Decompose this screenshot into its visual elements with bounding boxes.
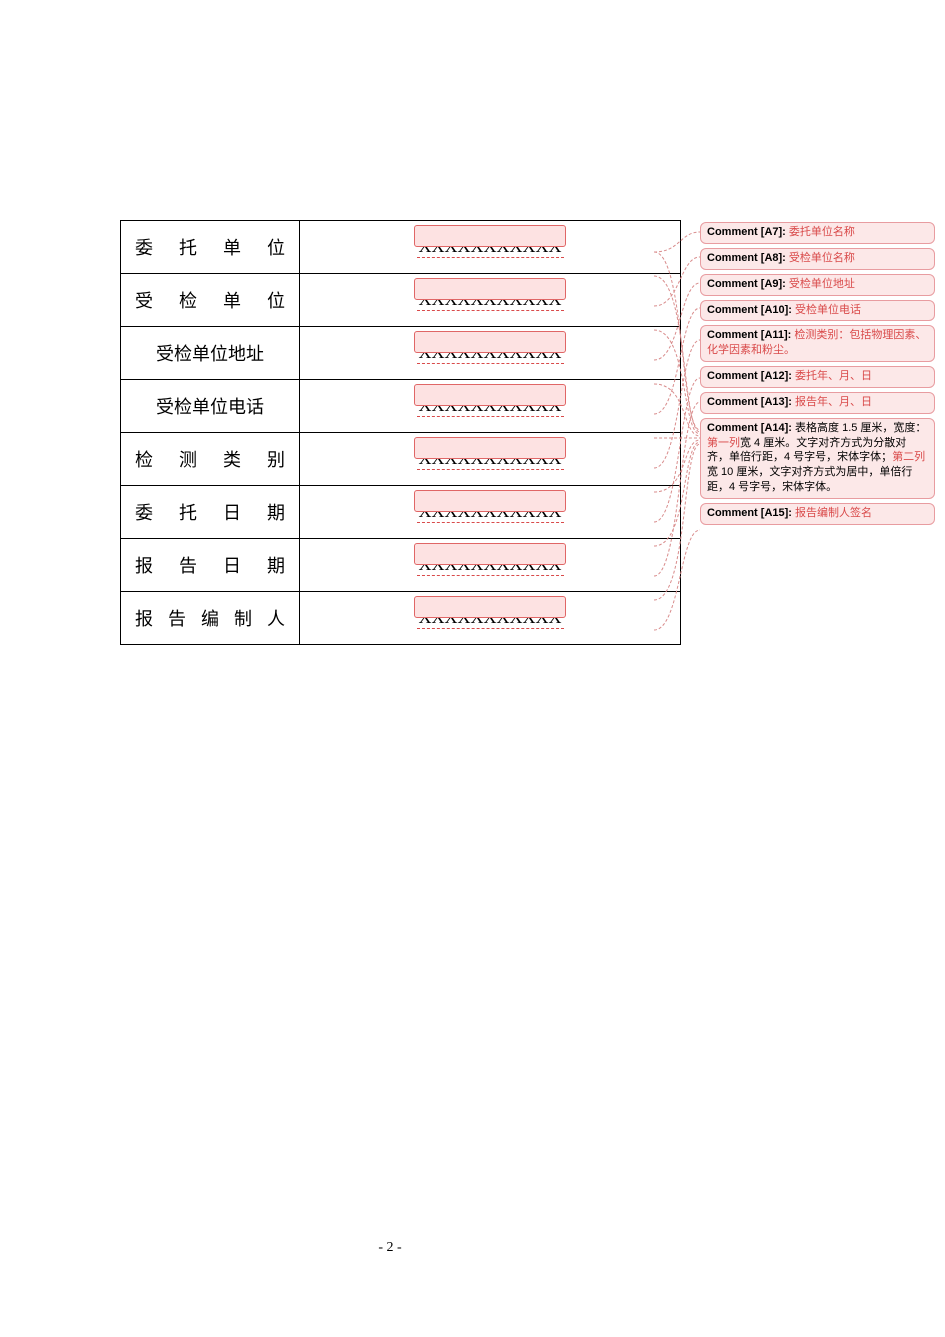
comment-text-red: 第二列: [892, 451, 925, 463]
value-text: XXXXXXXXXXX: [417, 343, 564, 364]
comment-text: 受检单位名称: [789, 252, 855, 264]
value-cell: XXXXXXXXXXX: [300, 486, 681, 539]
label-cell: 委 托 单 位: [121, 221, 300, 274]
comment-balloon[interactable]: Comment [A9]: 受检单位地址: [700, 274, 935, 296]
comment-balloon[interactable]: Comment [A10]: 受检单位电话: [700, 300, 935, 322]
value-text: XXXXXXXXXXX: [417, 555, 564, 576]
table-row: 委 托 日 期 XXXXXXXXXXX: [121, 486, 681, 539]
comment-balloon[interactable]: Comment [A14]: 表格高度 1.5 厘米，宽度：第一列宽 4 厘米。…: [700, 418, 935, 499]
label-cell: 受 检 单 位: [121, 274, 300, 327]
comment-balloon[interactable]: Comment [A15]: 报告编制人签名: [700, 503, 935, 525]
comment-text: 受检单位地址: [789, 278, 855, 290]
label-cell: 报 告 日 期: [121, 539, 300, 592]
label-text: 委 托 单 位: [135, 238, 285, 258]
comment-text: 报告编制人签名: [795, 507, 872, 519]
value-cell: XXXXXXXXXXX: [300, 433, 681, 486]
comments-panel: Comment [A7]: 委托单位名称 Comment [A8]: 受检单位名…: [700, 222, 935, 529]
comment-text-red: 第一列: [707, 437, 740, 449]
value-text: XXXXXXXXXXX: [417, 502, 564, 523]
value-cell: XXXXXXXXXXX: [300, 380, 681, 433]
comment-id: Comment [A8]:: [707, 252, 786, 264]
comment-id: Comment [A11]:: [707, 329, 791, 341]
comment-id: Comment [A12]:: [707, 370, 792, 382]
comment-connectors: [0, 0, 945, 1337]
label-cell: 委 托 日 期: [121, 486, 300, 539]
value-text: XXXXXXXXXXX: [417, 608, 564, 629]
comment-balloon[interactable]: Comment [A13]: 报告年、月、日: [700, 392, 935, 414]
value-cell: XXXXXXXXXXX: [300, 539, 681, 592]
comment-text: 表格高度 1.5 厘米，宽度：: [795, 422, 926, 434]
value-cell: XXXXXXXXXXX: [300, 221, 681, 274]
value-text: XXXXXXXXXXX: [417, 449, 564, 470]
table-row: 委 托 单 位 XXXXXXXXXXX: [121, 221, 681, 274]
comment-balloon[interactable]: Comment [A11]: 检测类别：包括物理因素、化学因素和粉尘。: [700, 325, 935, 362]
value-cell: XXXXXXXXXXX: [300, 274, 681, 327]
comment-balloon[interactable]: Comment [A8]: 受检单位名称: [700, 248, 935, 270]
comment-text: 委托单位名称: [789, 226, 855, 238]
label-cell: 检 测 类 别: [121, 433, 300, 486]
comment-text: 宽 10 厘米，文字对齐方式为居中，单倍行距，4 号字号，宋体字体。: [707, 466, 912, 493]
comment-id: Comment [A10]:: [707, 304, 792, 316]
label-text: 检 测 类 别: [135, 450, 285, 470]
page-number: - 2 -: [0, 1240, 780, 1256]
table-row: 报 告 编 制 人 XXXXXXXXXXX: [121, 592, 681, 645]
label-cell: 报 告 编 制 人: [121, 592, 300, 645]
table-row: 检 测 类 别 XXXXXXXXXXX: [121, 433, 681, 486]
value-cell: XXXXXXXXXXX: [300, 592, 681, 645]
table-row: 受检单位地址 XXXXXXXXXXX: [121, 327, 681, 380]
comment-id: Comment [A14]:: [707, 422, 792, 434]
table-row: 报 告 日 期 XXXXXXXXXXX: [121, 539, 681, 592]
label-cell: 受检单位电话: [121, 380, 300, 433]
value-text: XXXXXXXXXXX: [417, 290, 564, 311]
value-text: XXXXXXXXXXX: [417, 396, 564, 417]
comment-text: 委托年、月、日: [795, 370, 872, 382]
value-text: XXXXXXXXXXX: [417, 237, 564, 258]
comment-text: 报告年、月、日: [795, 396, 872, 408]
comment-id: Comment [A15]:: [707, 507, 792, 519]
comment-id: Comment [A13]:: [707, 396, 792, 408]
label-text: 报 告 日 期: [135, 556, 285, 576]
comment-balloon[interactable]: Comment [A12]: 委托年、月、日: [700, 366, 935, 388]
label-text: 受检单位地址: [156, 344, 264, 364]
comment-id: Comment [A9]:: [707, 278, 786, 290]
comment-balloon[interactable]: Comment [A7]: 委托单位名称: [700, 222, 935, 244]
table-row: 受检单位电话 XXXXXXXXXXX: [121, 380, 681, 433]
label-text: 受检单位电话: [156, 397, 264, 417]
info-table-body: 委 托 单 位 XXXXXXXXXXX 受 检 单 位 XXXXXXXXXXX …: [121, 221, 681, 645]
info-table: 委 托 单 位 XXXXXXXXXXX 受 检 单 位 XXXXXXXXXXX …: [120, 220, 681, 645]
label-text: 委 托 日 期: [135, 503, 285, 523]
comment-text: 受检单位电话: [795, 304, 861, 316]
label-cell: 受检单位地址: [121, 327, 300, 380]
label-text: 报 告 编 制 人: [135, 609, 285, 629]
comment-id: Comment [A7]:: [707, 226, 786, 238]
value-cell: XXXXXXXXXXX: [300, 327, 681, 380]
page-number-text: - 2 -: [378, 1240, 401, 1255]
label-text: 受 检 单 位: [135, 291, 285, 311]
table-row: 受 检 单 位 XXXXXXXXXXX: [121, 274, 681, 327]
